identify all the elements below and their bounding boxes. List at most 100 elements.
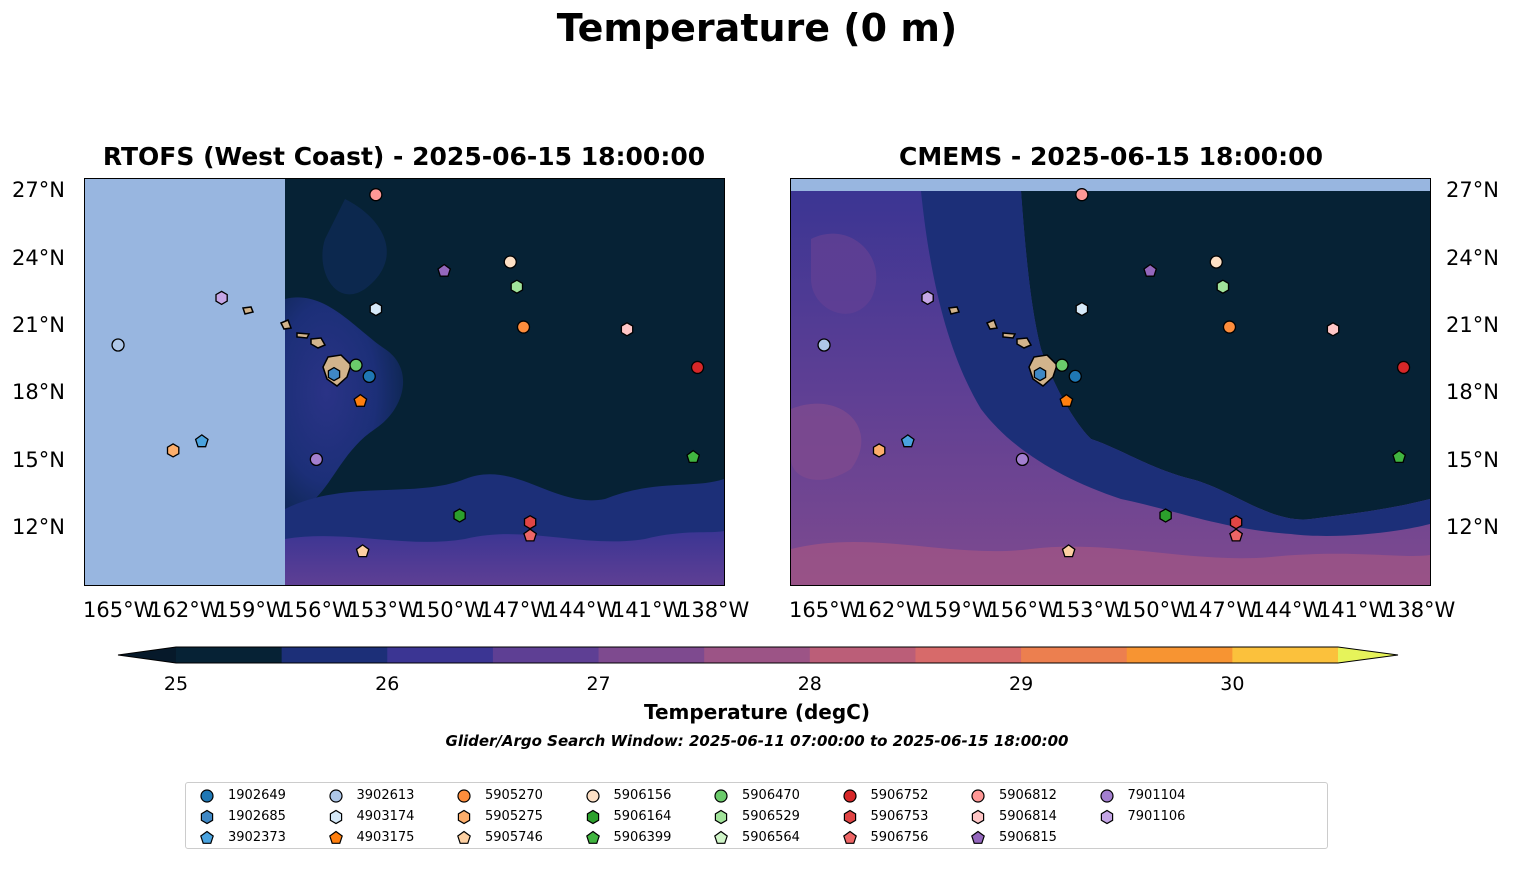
colorbar-tick: 25 [163, 673, 189, 695]
lon-label: 141°W [611, 598, 684, 622]
lon-label: 165°W [789, 598, 861, 622]
right-panel-title: CMEMS - 2025-06-15 18:00:00 [899, 142, 1323, 171]
circle-marker-icon [457, 789, 471, 803]
float-marker-5905746 [355, 544, 370, 558]
float-marker-4903175 [353, 393, 368, 407]
colorbar-segment [809, 647, 916, 663]
circle-marker-icon [585, 789, 600, 803]
colorbar-tick: 29 [1008, 673, 1034, 695]
float-marker-5906814 [620, 322, 634, 337]
lat-label: 24°N [1446, 245, 1499, 270]
circle-marker-icon [714, 789, 728, 803]
float-marker-5906812 [1075, 188, 1089, 202]
float-marker-5906470 [1055, 358, 1069, 372]
legend-label: 5905270 [485, 788, 543, 803]
float-marker-5906752 [1396, 360, 1411, 375]
float-marker-5906156 [1209, 255, 1223, 269]
lon-label: 150°W [413, 598, 485, 622]
legend-label: 4903174 [356, 809, 415, 824]
island-molokai [1002, 332, 1017, 339]
island-oahu [985, 319, 999, 330]
float-marker-5906752 [690, 360, 705, 375]
float-marker-5906815 [437, 263, 452, 277]
lon-label: 165°W [83, 598, 155, 622]
lat-label: 12°N [12, 514, 65, 539]
lon-label: 147°W [479, 598, 552, 622]
float-marker-5906529 [510, 279, 524, 294]
colorbar-label: Temperature (degC) [644, 700, 870, 724]
colorbar-segment [387, 647, 494, 663]
float-marker-3902373 [194, 434, 209, 448]
float-marker-5906812 [369, 188, 383, 202]
legend-label: 5906399 [613, 830, 672, 845]
float-marker-5906814 [1326, 322, 1340, 337]
island-kauai [947, 306, 961, 315]
legend: 1902649 1902685 3902373 3902613 4903174 49031… [185, 782, 1328, 849]
lon-label: 138°W [1383, 598, 1456, 622]
float-markers [817, 188, 1411, 558]
legend-label: 7901104 [1127, 788, 1186, 803]
float-marker-5906470 [349, 358, 363, 372]
pentagon-marker-icon [585, 830, 600, 844]
lat-label: 21°N [1446, 313, 1499, 338]
lon-label: 138°W [677, 598, 750, 622]
legend-label: 3902613 [356, 788, 415, 803]
lon-label: 153°W [347, 598, 419, 622]
lat-label: 27°N [1446, 178, 1499, 203]
legend-label: 1902649 [228, 788, 286, 803]
pentagon-marker-icon [200, 830, 214, 844]
hexagon-marker-icon [971, 809, 985, 825]
colorbar-tick: 30 [1220, 673, 1245, 695]
colorbar-outline [117, 646, 1399, 664]
float-marker-5905275 [872, 443, 886, 458]
pentagon-marker-icon [842, 830, 857, 844]
legend-label: 5906470 [742, 788, 800, 803]
ocean-warm-swirl-north [811, 233, 877, 314]
lat-label: 15°N [12, 447, 65, 472]
colorbar-segment [492, 647, 600, 663]
float-marker-5906756 [1229, 528, 1244, 542]
lon-label: 153°W [1053, 598, 1125, 622]
colorbar-segment [1232, 647, 1339, 663]
float-marker-5906756 [523, 528, 538, 542]
float-marker-4903175 [1059, 393, 1074, 407]
float-marker-5905270 [516, 320, 531, 334]
float-marker-5906156 [503, 255, 517, 269]
float-marker-5906529 [1216, 279, 1230, 294]
float-marker-1902649 [362, 369, 376, 384]
colorbar-segment [704, 647, 811, 663]
float-marker-5906164 [1159, 508, 1172, 523]
circle-marker-icon [842, 789, 857, 803]
hexagon-marker-icon [457, 809, 471, 825]
colorbar [117, 646, 1399, 664]
float-markers [111, 188, 705, 558]
colorbar-tick: 28 [797, 673, 822, 695]
lat-label: 15°N [1446, 447, 1499, 472]
lon-label: 144°W [1251, 598, 1324, 622]
lat-label: 18°N [1446, 380, 1499, 405]
float-marker-3902613 [111, 338, 125, 352]
island-maui [310, 337, 327, 349]
lon-label: 144°W [545, 598, 618, 622]
pentagon-marker-icon [457, 830, 471, 844]
ocean-transition-region [921, 191, 1430, 536]
colorbar-segment [1021, 647, 1128, 663]
colorbar-under-arrow [118, 647, 176, 663]
legend-label: 5906753 [870, 809, 929, 824]
float-marker-5906164 [453, 508, 466, 523]
float-marker-5905746 [1061, 544, 1076, 558]
lon-label: 156°W [987, 598, 1059, 622]
colorbar-over-arrow [1338, 647, 1398, 663]
hexagon-marker-icon [329, 809, 342, 825]
float-marker-7901106 [921, 290, 934, 306]
search-window-caption: Glider/Argo Search Window: 2025-06-11 07… [445, 732, 1069, 750]
legend-label: 5906156 [613, 788, 672, 803]
lon-label: 150°W [1119, 598, 1191, 622]
lon-label: 159°W [921, 598, 993, 622]
ocean-cold-region [1021, 191, 1430, 520]
lat-label: 21°N [12, 313, 65, 338]
float-marker-3902613 [817, 338, 831, 352]
float-marker-7901104 [309, 452, 324, 467]
hexagon-marker-icon [714, 809, 728, 825]
